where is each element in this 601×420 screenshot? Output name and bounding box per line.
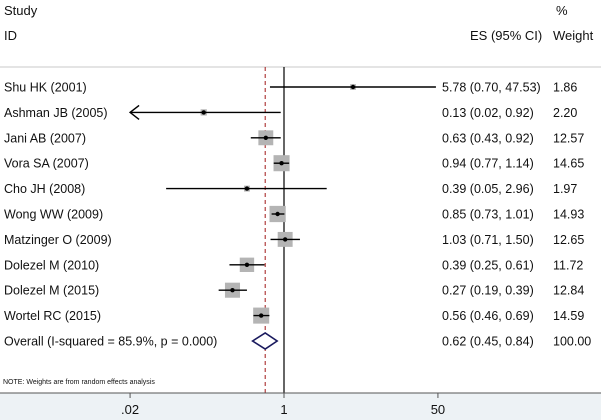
study-label: Shu HK (2001) [4,81,87,95]
point-estimate [279,161,284,166]
study-label: Jani AB (2007) [4,131,86,145]
weight-text: 2.20 [553,106,577,120]
es-ci-text: 0.63 (0.43, 0.92) [442,131,534,145]
point-estimate [275,211,280,217]
x-tick-label: .02 [121,402,139,417]
point-estimate [244,186,250,191]
study-label: Dolezel M (2015) [4,284,99,298]
overall-diamond [251,332,279,350]
header-id: ID [4,28,17,43]
es-ci-text: 0.27 (0.19, 0.39) [442,284,534,298]
point-estimate [201,110,206,115]
overall-weight-text: 100.00 [553,335,591,349]
study-label: Ashman JB (2005) [4,106,108,120]
point-estimate [258,313,264,318]
weight-text: 12.84 [553,284,584,298]
weight-text: 1.86 [553,81,577,95]
header-weight: Weight [553,28,594,43]
overall-es-text: 0.62 (0.45, 0.84) [442,335,534,349]
weight-text: 14.93 [553,208,584,222]
es-ci-text: 0.39 (0.05, 2.96) [442,182,534,196]
overall-label: Overall (I-squared = 85.9%, p = 0.000) [4,335,217,349]
point-estimate [244,262,250,267]
header-percent: % [556,3,568,18]
header-es: ES (95% CI) [470,28,542,43]
study-label: Cho JH (2008) [4,182,85,196]
weight-text: 14.59 [553,309,584,323]
ci-arrow [128,104,140,120]
es-ci-text: 1.03 (0.71, 1.50) [442,233,534,247]
point-estimate [230,288,235,293]
study-label: Wortel RC (2015) [4,309,101,323]
study-label: Matzinger O (2009) [4,233,112,247]
study-label: Vora SA (2007) [4,157,89,171]
x-tick-label: 50 [431,402,445,417]
weight-text: 11.72 [553,258,583,272]
axis-background [0,393,601,420]
es-ci-text: 5.78 (0.70, 47.53) [442,81,541,95]
es-ci-text: 0.94 (0.77, 1.14) [442,157,534,171]
footnote: NOTE: Weights are from random effects an… [3,379,155,386]
weight-text: 14.65 [553,157,584,171]
point-estimate [282,237,288,242]
weight-text: 12.57 [553,131,584,145]
study-label: Dolezel M (2010) [4,258,99,272]
es-ci-text: 0.85 (0.73, 1.01) [442,208,534,222]
weight-text: 1.97 [553,182,577,196]
es-ci-text: 0.13 (0.02, 0.92) [442,106,534,120]
point-estimate [263,135,269,140]
es-ci-text: 0.56 (0.46, 0.69) [442,309,534,323]
weight-text: 12.65 [553,233,584,247]
x-tick-label: 1 [280,402,287,417]
es-ci-text: 0.39 (0.25, 0.61) [442,258,534,272]
header-study: Study [4,3,38,18]
study-label: Wong WW (2009) [4,208,103,222]
point-estimate [350,84,356,90]
